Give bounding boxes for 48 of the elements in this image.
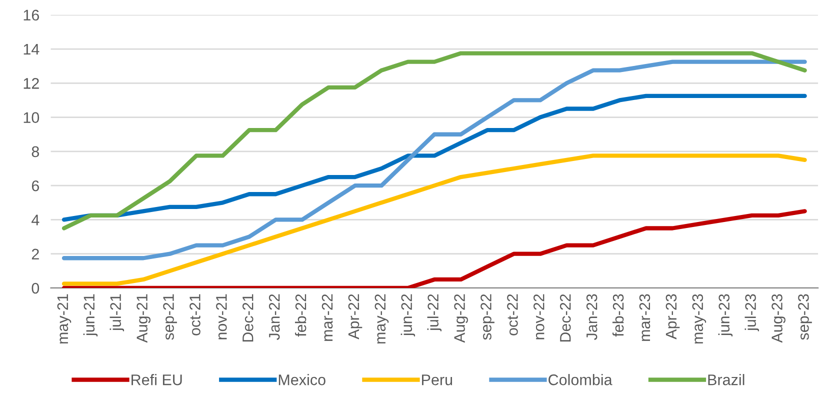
x-tick-label: nov-21 [216, 294, 227, 340]
x-tick-label: jul-23 [744, 294, 759, 332]
y-tick-label: 12 [24, 78, 39, 89]
y-tick-label: 0 [32, 282, 40, 294]
legend-label: Refi EU [132, 374, 182, 386]
x-tick-label: Aug-21 [136, 294, 150, 343]
y-tick-label: 16 [24, 10, 39, 21]
x-tick-label: Aug-23 [772, 294, 786, 343]
legend-label: Mexico [278, 374, 326, 386]
x-tick-label: Apr-23 [666, 294, 680, 340]
x-tick-label: Jan-22 [268, 294, 280, 340]
x-tick-label: feb-22 [294, 294, 306, 337]
y-tick-label: 14 [24, 44, 40, 55]
x-tick-label: mar-23 [639, 294, 650, 341]
legend-label: Colombia [548, 374, 612, 386]
x-tick-label: may-21 [57, 294, 72, 344]
x-tick-label: mar-22 [322, 294, 333, 341]
x-tick-label: nov-22 [534, 294, 544, 340]
x-tick-label: oct-21 [190, 294, 200, 336]
x-tick-label: Jan-23 [586, 294, 598, 340]
y-tick-label: 4 [32, 214, 40, 226]
x-tick-label: Aug-22 [454, 294, 468, 343]
legend-label: Brazil [708, 374, 744, 386]
y-tick-label: 8 [32, 146, 40, 158]
x-tick-label: Dec-22 [560, 294, 571, 342]
x-tick-label: jul-21 [110, 294, 124, 332]
x-tick-label: may-22 [374, 294, 389, 344]
x-tick-label: jun-23 [718, 294, 733, 336]
x-tick-label: Dec-21 [242, 294, 254, 342]
y-tick-label: 2 [32, 248, 39, 260]
line-series [62, 94, 807, 222]
y-tick-label: 10 [24, 112, 40, 123]
line-series [62, 209, 807, 288]
x-tick-label: jun-21 [83, 294, 98, 336]
x-tick-label: sep-22 [480, 294, 494, 340]
x-tick-label: may-23 [692, 294, 706, 344]
line-series [62, 60, 807, 260]
x-tick-label: feb-23 [612, 294, 624, 337]
x-tick-label: sep-23 [798, 294, 812, 340]
x-tick-label: jun-22 [400, 294, 416, 336]
x-tick-label: sep-21 [163, 294, 177, 340]
x-tick-label: jul-22 [427, 294, 442, 332]
y-tick-label: 6 [32, 180, 39, 192]
x-tick-label: Apr-22 [348, 294, 362, 340]
x-tick-label: oct-22 [507, 294, 518, 336]
line-series [62, 51, 807, 230]
line-series [62, 154, 807, 286]
legend-label: Peru [422, 374, 452, 386]
